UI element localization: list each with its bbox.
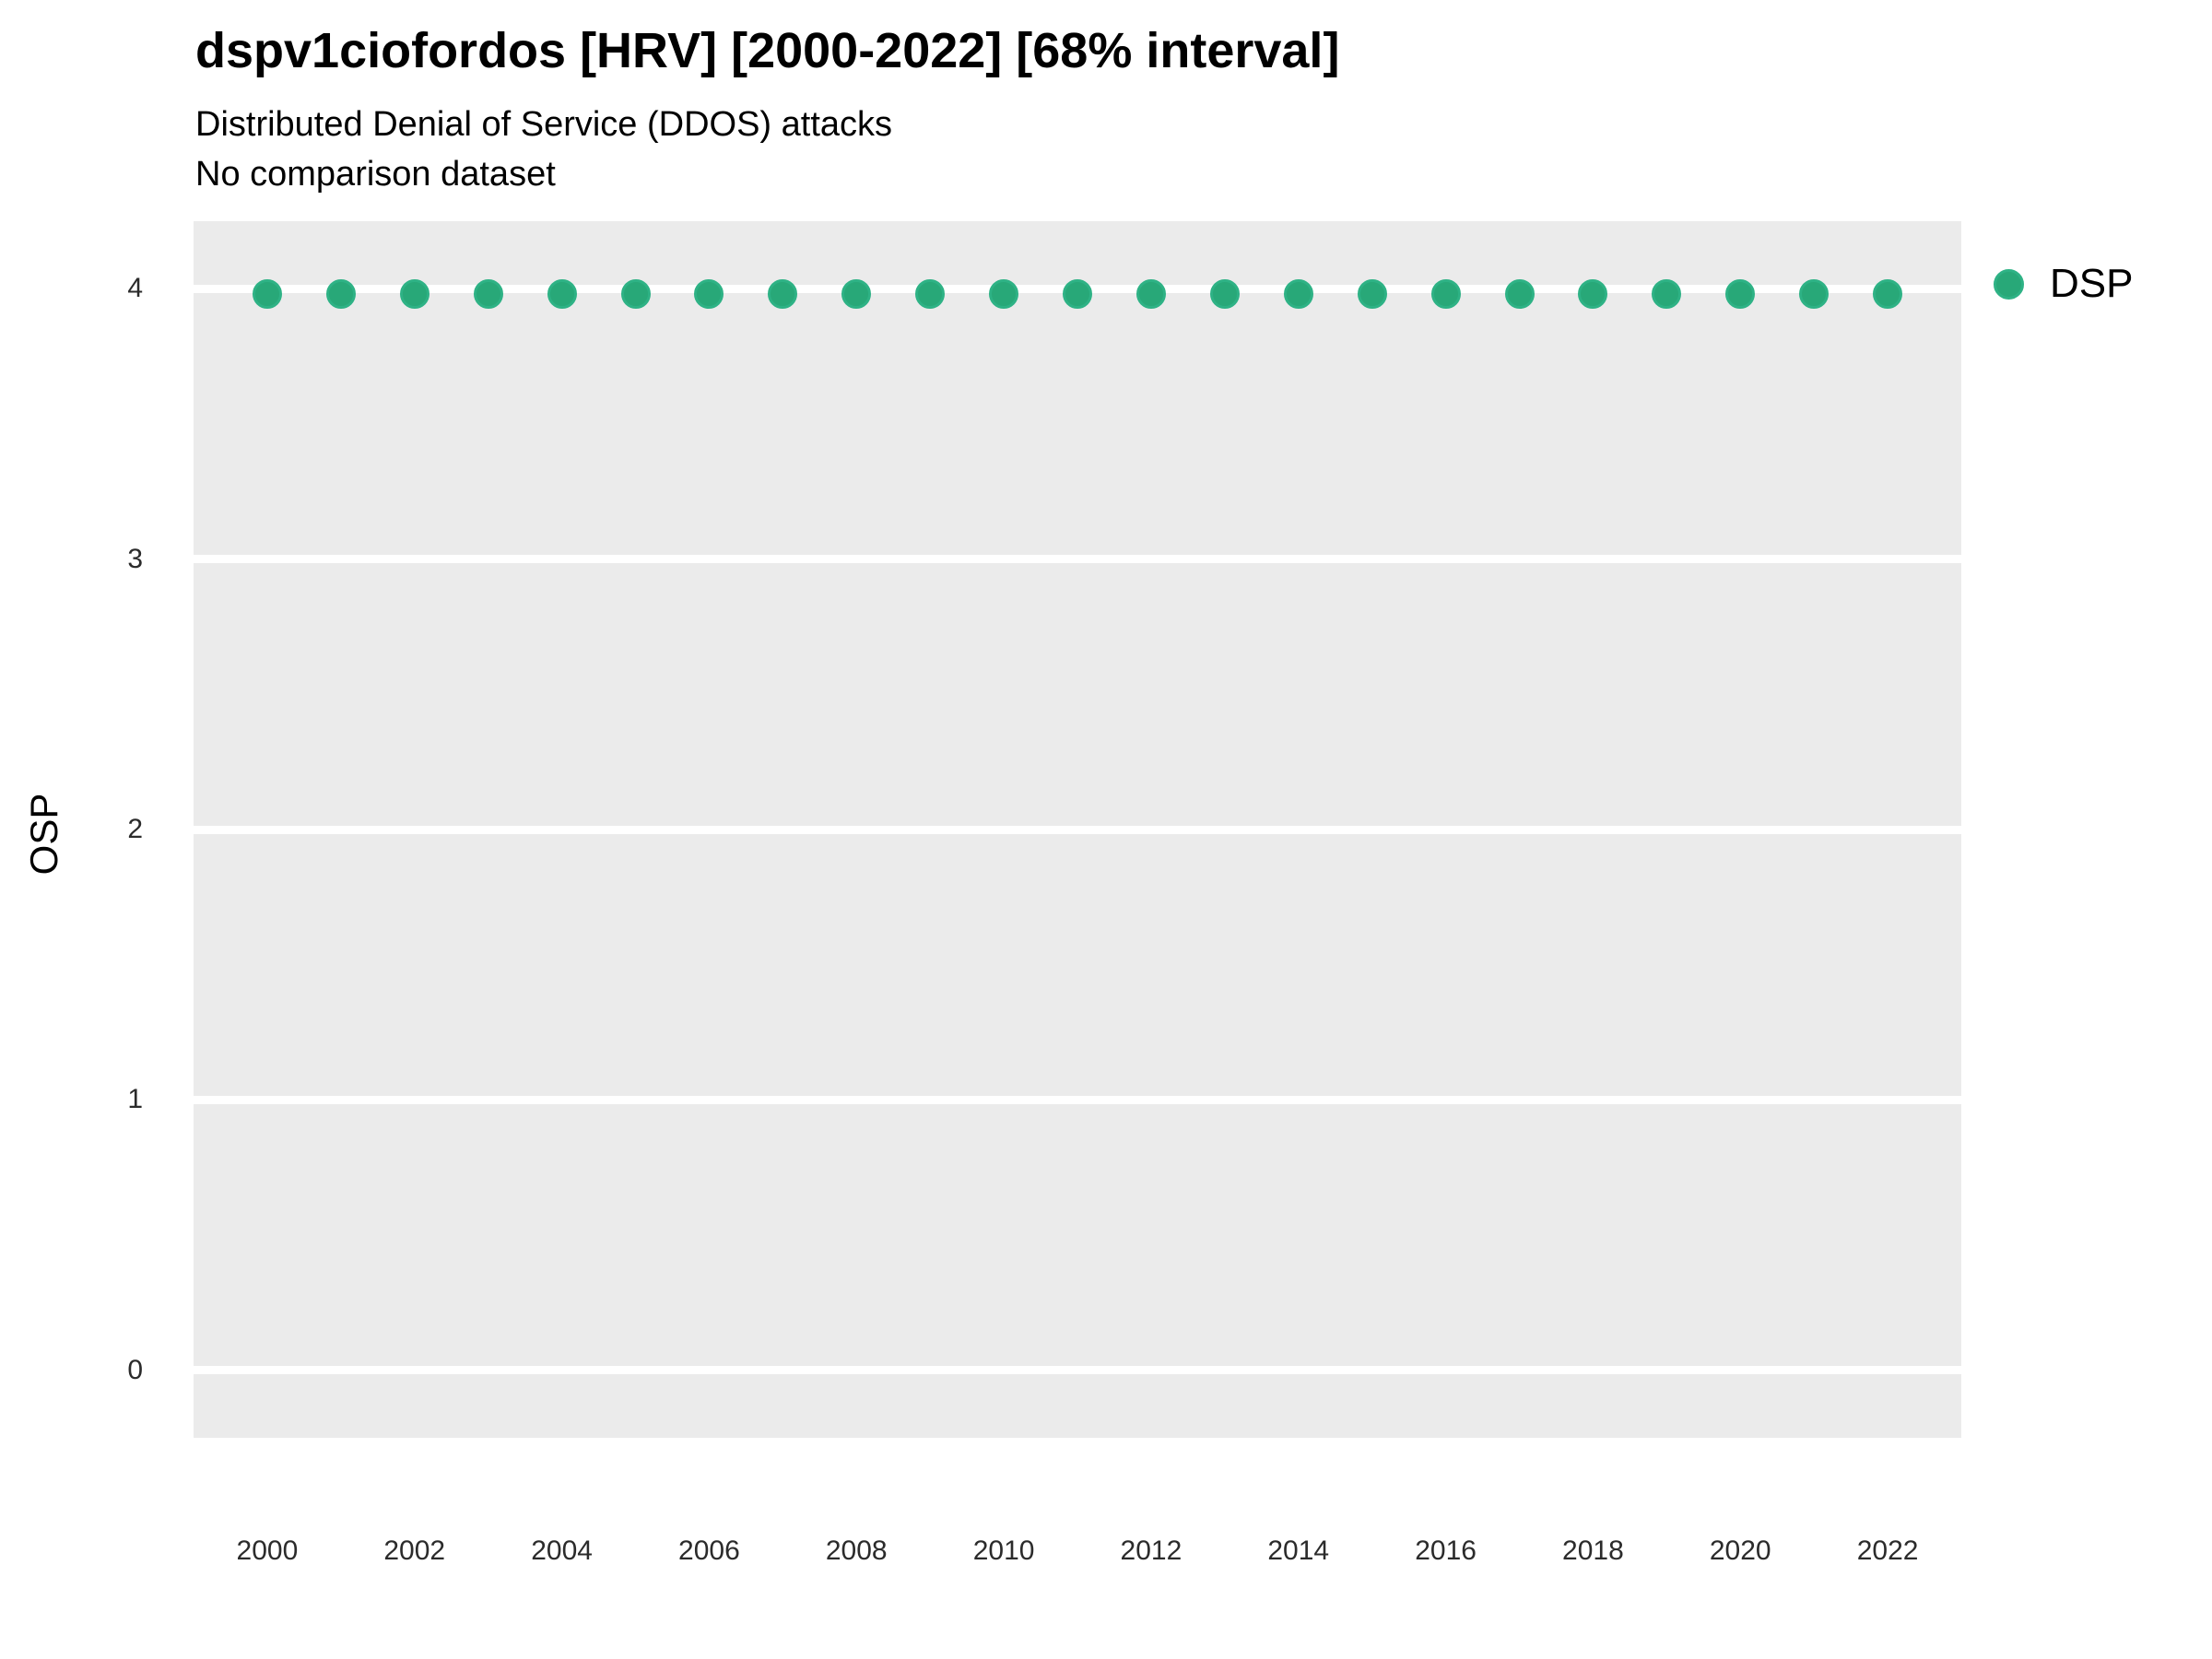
data-point-dsp-2018: [1578, 279, 1608, 310]
x-tick-label-2002: 2002: [383, 1535, 446, 1566]
x-tick-label-2014: 2014: [1267, 1535, 1330, 1566]
x-tick-label-2016: 2016: [1415, 1535, 1477, 1566]
y-tick-label-0: 0: [127, 1354, 143, 1385]
data-point-dsp-2011: [1063, 279, 1092, 310]
data-point-dsp-2022: [1873, 279, 1903, 310]
legend-marker-dsp: [1994, 268, 2024, 300]
x-tick-label-2010: 2010: [972, 1535, 1035, 1566]
x-tick-label-2012: 2012: [1120, 1535, 1182, 1566]
data-point-dsp-2014: [1283, 279, 1313, 310]
y-tick-label-1: 1: [127, 1084, 143, 1115]
x-tick-label-2018: 2018: [1562, 1535, 1624, 1566]
data-point-dsp-2005: [620, 279, 651, 310]
major-gridline-y-3: [194, 555, 1961, 564]
major-gridline-y-1: [194, 1095, 1961, 1104]
major-gridline-y-2: [194, 825, 1961, 834]
data-point-dsp-2006: [694, 279, 724, 310]
data-point-dsp-2020: [1725, 279, 1756, 310]
x-tick-label-2000: 2000: [236, 1535, 299, 1566]
data-point-dsp-2017: [1504, 279, 1535, 310]
y-tick-label-3: 3: [127, 543, 143, 574]
y-axis-title: OSP: [22, 793, 65, 876]
data-point-dsp-2004: [547, 279, 577, 310]
data-point-dsp-2003: [473, 279, 503, 310]
data-point-dsp-2012: [1135, 279, 1166, 310]
plot-panel: [194, 221, 1961, 1438]
data-point-dsp-2008: [841, 279, 872, 310]
chart-subtitle: Distributed Denial of Service (DDOS) att…: [195, 105, 893, 144]
x-tick-label-2006: 2006: [678, 1535, 740, 1566]
y-tick-label-2: 2: [127, 814, 143, 844]
major-gridline-y-0: [194, 1366, 1961, 1375]
data-point-dsp-2009: [915, 279, 946, 310]
data-point-dsp-2016: [1430, 279, 1461, 310]
chart-title: dspv1ciofordos [HRV] [2000-2022] [68% in…: [195, 23, 1340, 78]
legend-label-dsp: DSP: [2050, 261, 2134, 306]
data-point-dsp-2010: [989, 279, 1019, 310]
data-point-dsp-2000: [252, 279, 282, 310]
y-tick-label-4: 4: [127, 273, 143, 304]
x-tick-label-2020: 2020: [1709, 1535, 1771, 1566]
x-tick-label-2004: 2004: [531, 1535, 593, 1566]
data-point-dsp-2019: [1652, 279, 1682, 310]
data-point-dsp-2007: [768, 279, 798, 310]
data-point-dsp-2002: [399, 279, 429, 310]
x-tick-label-2022: 2022: [1856, 1535, 1919, 1566]
x-tick-label-2008: 2008: [825, 1535, 888, 1566]
comparison-note: No comparison dataset: [195, 155, 556, 194]
legend: DSP: [1994, 261, 2133, 307]
data-point-dsp-2021: [1799, 279, 1830, 310]
data-point-dsp-2015: [1357, 279, 1387, 310]
data-point-dsp-2013: [1209, 279, 1240, 310]
data-point-dsp-2001: [325, 279, 356, 310]
